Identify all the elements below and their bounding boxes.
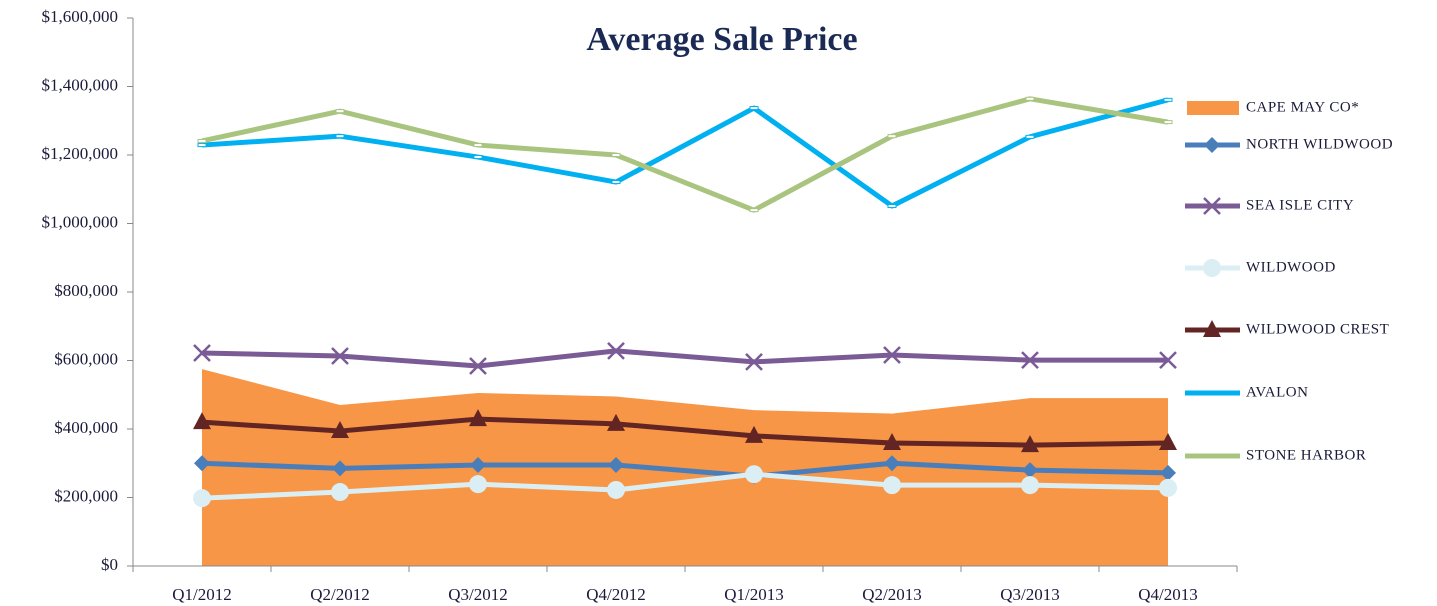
marker [745,465,763,484]
legend-label: NORTH WILDWOOD [1246,136,1393,152]
marker [749,106,759,111]
marker [611,153,621,157]
marker [193,412,211,430]
legend-item: STONE HARBOR [1185,447,1366,463]
line [201,97,1169,209]
marker [1159,351,1177,370]
line [201,471,1169,501]
y-tick-label: $1,000,000 [42,212,119,231]
line [201,96,1169,213]
area [202,369,1168,566]
y-tick-label: $0 [101,555,118,574]
marker [1021,476,1039,495]
marker [335,109,345,114]
marker [1021,351,1039,370]
marker [1159,433,1177,451]
marker [331,421,349,439]
legend-item: CAPE MAY CO* [1187,99,1359,115]
marker [331,483,349,502]
chart-title: Average Sale Price [586,21,857,58]
x-tick-label: Q4/2013 [1138,585,1198,604]
marker [193,489,211,508]
legend-label: CAPE MAY CO* [1246,99,1359,115]
legend-item: SEA ISLE CITY [1185,197,1354,215]
marker [335,134,345,139]
marker [607,342,625,360]
legend-item: WILDWOOD CREST [1185,320,1389,337]
marker [1159,478,1177,497]
marker [1160,464,1176,481]
marker [331,347,349,365]
y-tick-label: $1,400,000 [42,75,119,94]
marker [473,143,483,148]
y-tick-label: $600,000 [54,349,118,368]
x-tick-label: Q2/2013 [862,585,922,604]
marker [194,455,210,472]
marker [197,143,207,148]
marker [745,425,763,443]
x-tick-label: Q2/2012 [310,585,370,604]
y-tick-label: $1,600,000 [42,7,119,26]
marker [332,460,348,477]
marker [470,456,486,473]
marker [884,455,900,472]
y-tick-label: $200,000 [54,486,118,505]
legend-label: WILDWOOD [1246,259,1336,275]
marker [469,475,487,494]
legend-label: WILDWOOD CREST [1246,321,1389,337]
legend-item: WILDWOOD [1185,259,1336,277]
marker [1203,320,1221,337]
marker [883,433,901,451]
legend-label: STONE HARBOR [1246,447,1366,463]
marker [1022,462,1038,479]
y-tick-label: $800,000 [54,281,118,300]
marker [197,138,207,143]
marker [887,134,897,139]
marker [469,357,487,375]
y-tick-label: $400,000 [54,418,118,437]
marker [1163,97,1173,102]
marker [1163,120,1173,125]
line [201,348,1168,369]
legend-item: NORTH WILDWOOD [1185,136,1393,153]
marker [1021,435,1039,453]
marker [469,409,487,427]
y-tick-label: $1,200,000 [42,144,119,163]
marker [1204,137,1220,153]
legend-item: AVALON [1185,384,1308,400]
marker [607,480,625,499]
marker [1025,134,1035,139]
marker [608,456,624,473]
x-tick-label: Q3/2013 [1000,585,1060,604]
marker [611,180,621,185]
legend-swatch [1187,101,1239,115]
marker [193,344,211,362]
marker [1203,259,1221,277]
marker [607,413,625,431]
marker [1203,197,1221,215]
legend-label: SEA ISLE CITY [1246,197,1354,213]
x-tick-label: Q1/2012 [172,585,232,604]
x-tick-label: Q1/2013 [724,585,784,604]
line [201,416,1169,448]
line [201,460,1169,479]
marker [887,204,897,209]
x-tick-label: Q3/2012 [448,585,508,604]
marker [749,208,759,213]
marker [745,352,763,371]
marker [883,346,901,364]
x-tick-label: Q4/2012 [586,585,646,604]
marker [1025,96,1035,101]
marker [473,155,483,160]
legend-label: AVALON [1246,384,1308,400]
marker [883,476,901,495]
